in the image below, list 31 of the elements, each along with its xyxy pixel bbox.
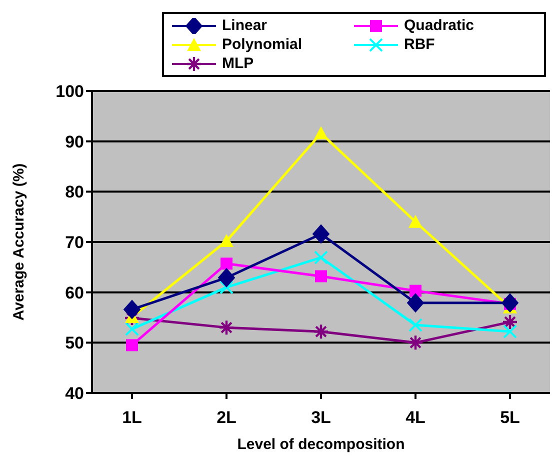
legend-label: Polynomial — [222, 36, 302, 53]
y-tick-label: 40 — [65, 384, 84, 404]
legend-label: MLP — [222, 55, 254, 72]
point — [126, 339, 138, 352]
x-axis-title: Level of decomposition — [237, 436, 405, 453]
x-tick-label: 5L — [500, 408, 520, 428]
point — [220, 258, 232, 270]
point — [314, 126, 328, 140]
y-tick-label: 60 — [65, 283, 84, 302]
x-tick-label: 4L — [406, 408, 426, 428]
point — [220, 234, 234, 247]
point — [315, 270, 327, 282]
y-tick-label: 70 — [65, 233, 84, 252]
point — [502, 293, 518, 312]
y-tick-label: 90 — [65, 132, 84, 152]
point — [408, 214, 422, 228]
legend-label: Quadratic — [404, 17, 474, 34]
y-tick-label: 50 — [65, 334, 84, 353]
y-axis-title: Average Accuracy (%) — [10, 163, 28, 321]
x-tick-label: 2L — [216, 408, 236, 428]
x-tick-label: 1L — [122, 408, 142, 428]
legend-label: RBF — [404, 36, 435, 53]
y-tick-label: 80 — [65, 182, 84, 202]
legend-label: Linear — [222, 17, 268, 34]
point — [124, 300, 140, 319]
y-tick-label: 100 — [56, 82, 84, 102]
x-tick-label: 3L — [311, 408, 331, 428]
point — [407, 293, 424, 312]
point — [312, 224, 330, 244]
point — [410, 284, 422, 297]
point — [218, 268, 235, 288]
